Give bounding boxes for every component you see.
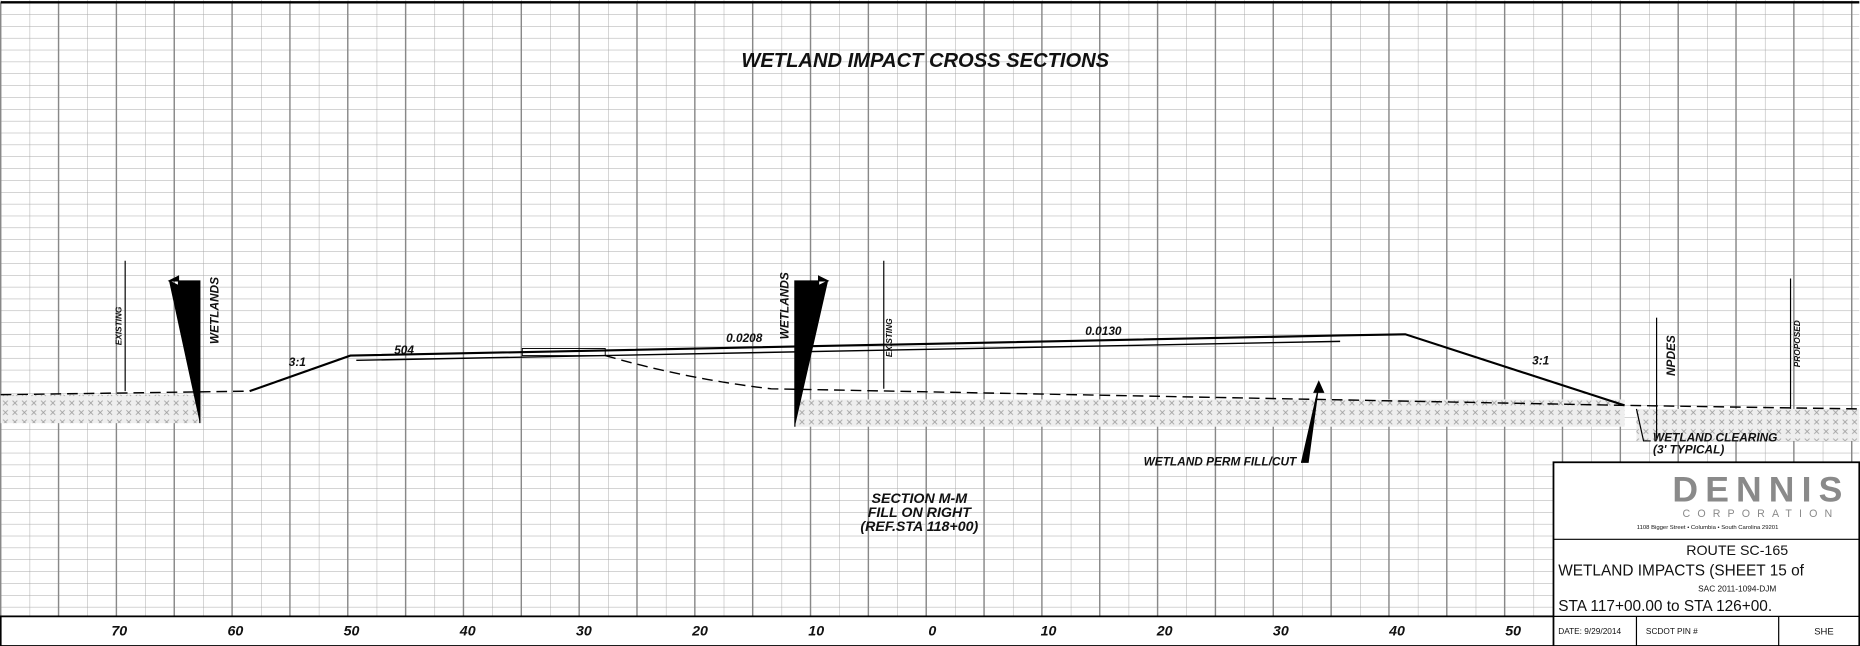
wetland-zone <box>1636 408 1860 441</box>
title: WETLAND IMPACT CROSS SECTIONS <box>741 50 1109 72</box>
offset-label: 50 <box>1505 624 1521 640</box>
wetland-arrow <box>794 275 830 427</box>
route: ROUTE SC-165 <box>1686 543 1788 559</box>
label: WETLAND PERM FILL/CUT <box>1144 454 1298 468</box>
pavement-detail <box>521 348 606 357</box>
sheet-title: WETLAND IMPACTS (SHEET 15 of <box>1558 562 1804 579</box>
project: SAC 2011-1094-DJM <box>1698 583 1776 593</box>
offset-label: 40 <box>1388 624 1405 640</box>
label: WETLANDS <box>778 272 792 339</box>
wetland-zone <box>794 399 1625 427</box>
title-block <box>1552 461 1860 646</box>
wetland-arrow <box>167 275 201 424</box>
label: 3:1 <box>289 355 306 369</box>
offset-label: 0 <box>928 624 936 640</box>
offset-label: 30 <box>1273 624 1289 640</box>
wetland-zone <box>0 394 203 424</box>
offset-labels: 70 60 50 40 30 20 10 0 10 20 30 40 50 <box>111 624 1521 640</box>
sheet-no: SHE <box>1814 626 1833 637</box>
address: 1108 Bigger Street • Columbia • South Ca… <box>1637 525 1779 531</box>
grid <box>0 0 1860 617</box>
offset-label: 10 <box>1041 624 1057 640</box>
proposed-section <box>249 333 1625 407</box>
existing-ground <box>0 354 1860 410</box>
company-sub: CORPORATION <box>1683 508 1840 520</box>
label: (3' TYPICAL) <box>1653 443 1724 457</box>
date: DATE: 9/29/2014 <box>1558 626 1621 636</box>
leader <box>1635 408 1651 442</box>
label: 3:1 <box>1532 354 1549 368</box>
label: PROPOSED <box>1792 320 1802 367</box>
label: 0.0130 <box>1085 324 1122 338</box>
pin: SCDOT PIN # <box>1646 626 1698 636</box>
offset-label: 40 <box>459 624 476 640</box>
label: 504 <box>394 343 414 357</box>
offset-label: 10 <box>808 624 824 640</box>
label: WETLAND CLEARING <box>1653 431 1777 445</box>
offset-label: 70 <box>111 624 127 640</box>
pavement <box>356 340 1341 362</box>
label: EXISTING <box>113 306 123 345</box>
company: DENNIS <box>1672 469 1849 509</box>
offset-label: 30 <box>576 624 592 640</box>
offset-label: 50 <box>344 624 360 640</box>
leader <box>1301 380 1325 463</box>
label: 0.0208 <box>726 331 763 345</box>
label: NPDES <box>1664 335 1678 376</box>
section-note: SECTION M-M <box>872 491 969 507</box>
label: WETLANDS <box>207 277 221 344</box>
offset-label: 20 <box>1156 624 1173 640</box>
offset-label: 20 <box>691 624 708 640</box>
section-note: (REF.STA 118+00) <box>860 519 978 535</box>
stations: STA 117+00.00 to STA 126+00. <box>1558 598 1772 615</box>
offset-label: 60 <box>227 624 243 640</box>
section-note: FILL ON RIGHT <box>868 505 973 521</box>
offset-strip <box>0 615 1860 646</box>
label: EXISTING <box>884 318 894 357</box>
